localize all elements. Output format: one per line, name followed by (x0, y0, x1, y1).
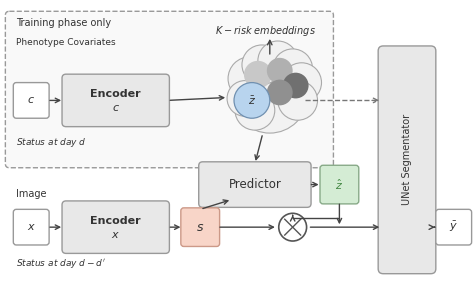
Circle shape (235, 91, 275, 130)
FancyBboxPatch shape (436, 209, 472, 245)
Text: Status at day $d$: Status at day $d$ (16, 135, 87, 149)
Text: Encoder: Encoder (91, 216, 141, 226)
Circle shape (267, 58, 292, 83)
Text: Image: Image (16, 189, 47, 199)
Text: $c$: $c$ (112, 103, 120, 113)
Text: $K-$risk embeddings: $K-$risk embeddings (215, 24, 316, 38)
Text: Phenotype Covariates: Phenotype Covariates (16, 38, 116, 47)
Circle shape (282, 63, 321, 103)
Circle shape (278, 81, 318, 120)
Circle shape (232, 58, 308, 133)
Circle shape (279, 213, 307, 241)
Circle shape (227, 81, 263, 116)
Text: Training phase only: Training phase only (16, 18, 111, 28)
FancyBboxPatch shape (13, 83, 49, 118)
Text: $s$: $s$ (196, 221, 204, 234)
FancyBboxPatch shape (62, 201, 169, 253)
FancyBboxPatch shape (5, 11, 333, 168)
Circle shape (273, 49, 312, 89)
Circle shape (228, 57, 272, 101)
Text: Status at day $d-d'$: Status at day $d-d'$ (16, 257, 106, 270)
Circle shape (267, 80, 292, 105)
Text: $\bar{z}$: $\bar{z}$ (248, 94, 256, 106)
Circle shape (244, 61, 272, 89)
Text: $\bar{y}$: $\bar{y}$ (449, 220, 458, 234)
FancyBboxPatch shape (199, 162, 311, 207)
FancyBboxPatch shape (378, 46, 436, 274)
Circle shape (283, 73, 309, 99)
Circle shape (258, 41, 298, 81)
Text: Predictor: Predictor (228, 178, 282, 191)
FancyBboxPatch shape (62, 74, 169, 127)
Text: $c$: $c$ (27, 95, 35, 105)
FancyBboxPatch shape (13, 209, 49, 245)
FancyBboxPatch shape (320, 165, 359, 204)
Circle shape (242, 45, 282, 85)
Text: $x$: $x$ (111, 230, 120, 240)
Text: UNet Segmentator: UNet Segmentator (402, 114, 412, 205)
FancyBboxPatch shape (181, 208, 219, 247)
Circle shape (234, 83, 270, 118)
Text: Encoder: Encoder (91, 89, 141, 99)
Text: $x$: $x$ (27, 222, 36, 232)
Text: $\hat{z}$: $\hat{z}$ (336, 178, 344, 192)
